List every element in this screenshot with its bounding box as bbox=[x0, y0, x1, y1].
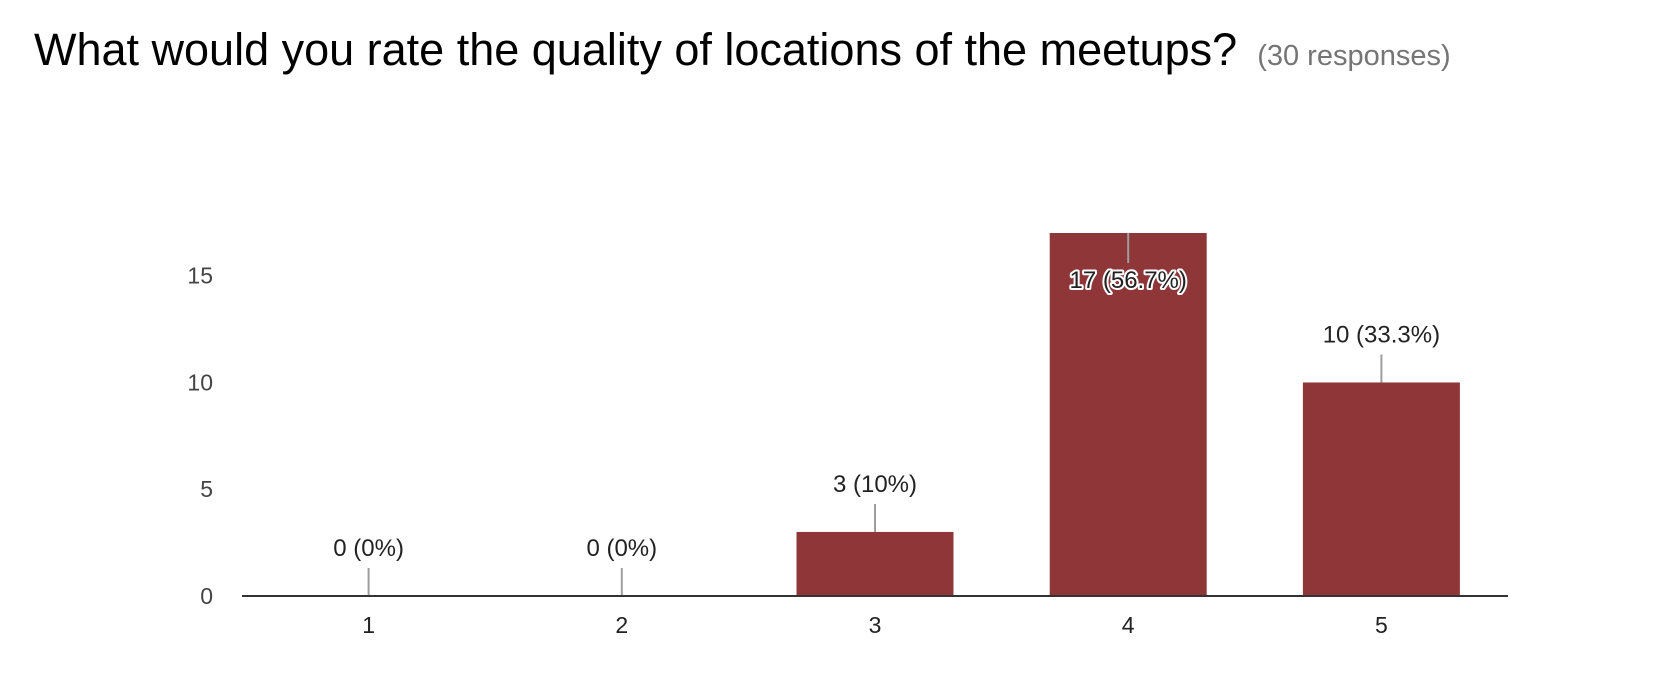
bars bbox=[796, 233, 1460, 596]
data-label: 17 (56.7%) bbox=[1069, 267, 1186, 294]
data-label: 0 (0%) bbox=[586, 535, 657, 562]
data-label: 3 (10%) bbox=[833, 471, 917, 498]
y-tick-label: 10 bbox=[187, 369, 213, 395]
bar bbox=[1049, 233, 1207, 596]
bar bbox=[796, 531, 954, 596]
chart-title: What would you rate the quality of locat… bbox=[34, 24, 1238, 75]
chart-header: What would you rate the quality of locat… bbox=[34, 24, 1451, 90]
bar bbox=[1302, 382, 1460, 596]
x-category-label: 4 bbox=[1122, 612, 1135, 638]
y-tick-label: 0 bbox=[200, 583, 213, 609]
y-tick-label: 5 bbox=[200, 476, 213, 502]
x-category-label: 3 bbox=[869, 612, 882, 638]
x-category-label: 1 bbox=[362, 612, 375, 638]
x-category-label: 2 bbox=[615, 612, 628, 638]
label-leaders bbox=[367, 233, 1383, 596]
response-count: (30 responses) bbox=[1257, 40, 1451, 72]
data-label: 0 (0%) bbox=[333, 535, 404, 562]
x-category-label: 5 bbox=[1375, 612, 1388, 638]
data-labels: 0 (0%) 0 (0%) 3 (10%) 17 (56.7%) 10 (33.3%) bbox=[333, 265, 1440, 562]
y-axis-ticks: 0 5 10 15 bbox=[187, 263, 213, 609]
x-axis-categories: 1 2 3 4 5 bbox=[362, 612, 1388, 638]
y-tick-label: 15 bbox=[187, 263, 213, 289]
data-label: 10 (33.3%) bbox=[1323, 321, 1440, 348]
